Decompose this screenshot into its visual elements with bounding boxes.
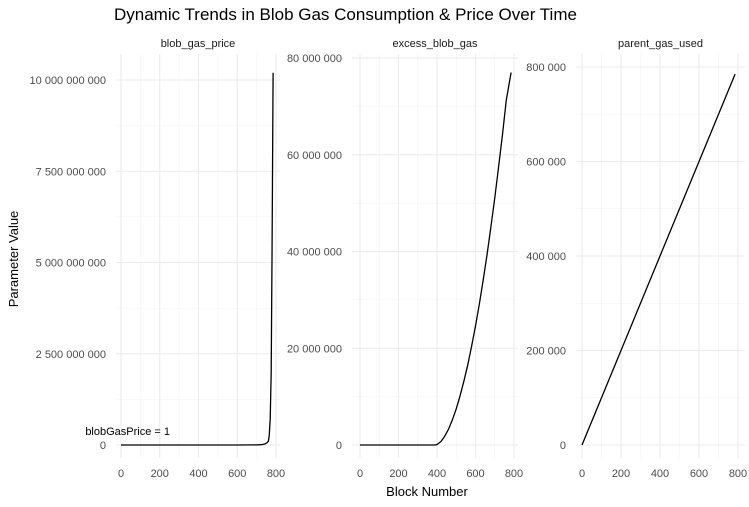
facet-label: blob_gas_price (161, 38, 236, 50)
y-tick-label: 0 (336, 440, 342, 452)
annotation-label: blobGasPrice = 1 (85, 426, 170, 438)
chart-title: Dynamic Trends in Blob Gas Consumption &… (114, 5, 577, 24)
x-tick-label: 0 (118, 468, 124, 480)
x-axis-title: Block Number (386, 484, 468, 499)
chart-panels: blob_gas_price 0 200 400 600 800 0 2 500 000 00… (30, 38, 748, 480)
x-tick-label: 200 (151, 468, 169, 480)
series-line-excess-blob-gas (360, 72, 512, 446)
facet-label: excess_blob_gas (392, 38, 478, 50)
panel-excess-blob-gas: excess_blob_gas 0 200 400 600 800 0 20 000 000 4… (287, 38, 523, 480)
y-tick-label: 40 000 000 (287, 247, 342, 259)
y-tick-label: 10 000 000 000 (30, 75, 106, 87)
x-tick-label: 0 (357, 468, 363, 480)
series-line-parent-gas-used (581, 73, 736, 446)
y-tick-label: 80 000 000 (287, 53, 342, 65)
y-axis-title: Parameter Value (6, 211, 21, 308)
panel-parent-gas-used: parent_gas_used 0 200 400 600 800 0 200 000 400 … (526, 38, 747, 480)
y-tick-label: 0 (560, 440, 566, 452)
x-tick-label: 600 (228, 468, 246, 480)
x-tick-label: 400 (189, 468, 207, 480)
x-tick-label: 200 (612, 468, 630, 480)
panel-blob-gas-price: blob_gas_price 0 200 400 600 800 0 2 500 000 00… (30, 38, 286, 480)
y-tick-label: 0 (100, 440, 106, 452)
x-tick-label: 200 (389, 468, 407, 480)
series-line-blob-gas-price (121, 72, 274, 446)
y-tick-label: 400 000 (526, 251, 566, 263)
x-tick-label: 600 (690, 468, 708, 480)
y-tick-label: 800 000 (526, 62, 566, 74)
y-tick-label: 20 000 000 (287, 343, 342, 355)
facet-label: parent_gas_used (618, 38, 703, 50)
y-tick-label: 7 500 000 000 (36, 166, 106, 178)
y-tick-label: 200 000 (526, 346, 566, 358)
y-tick-label: 60 000 000 (287, 150, 342, 162)
x-tick-label: 800 (267, 468, 285, 480)
x-tick-label: 600 (466, 468, 484, 480)
x-tick-label: 800 (505, 468, 523, 480)
y-tick-label: 2 500 000 000 (36, 349, 106, 361)
x-tick-label: 0 (579, 468, 585, 480)
y-tick-label: 600 000 (526, 157, 566, 169)
x-tick-label: 400 (651, 468, 669, 480)
y-tick-label: 5 000 000 000 (36, 258, 106, 270)
x-tick-label: 400 (428, 468, 446, 480)
x-tick-label: 800 (729, 468, 747, 480)
